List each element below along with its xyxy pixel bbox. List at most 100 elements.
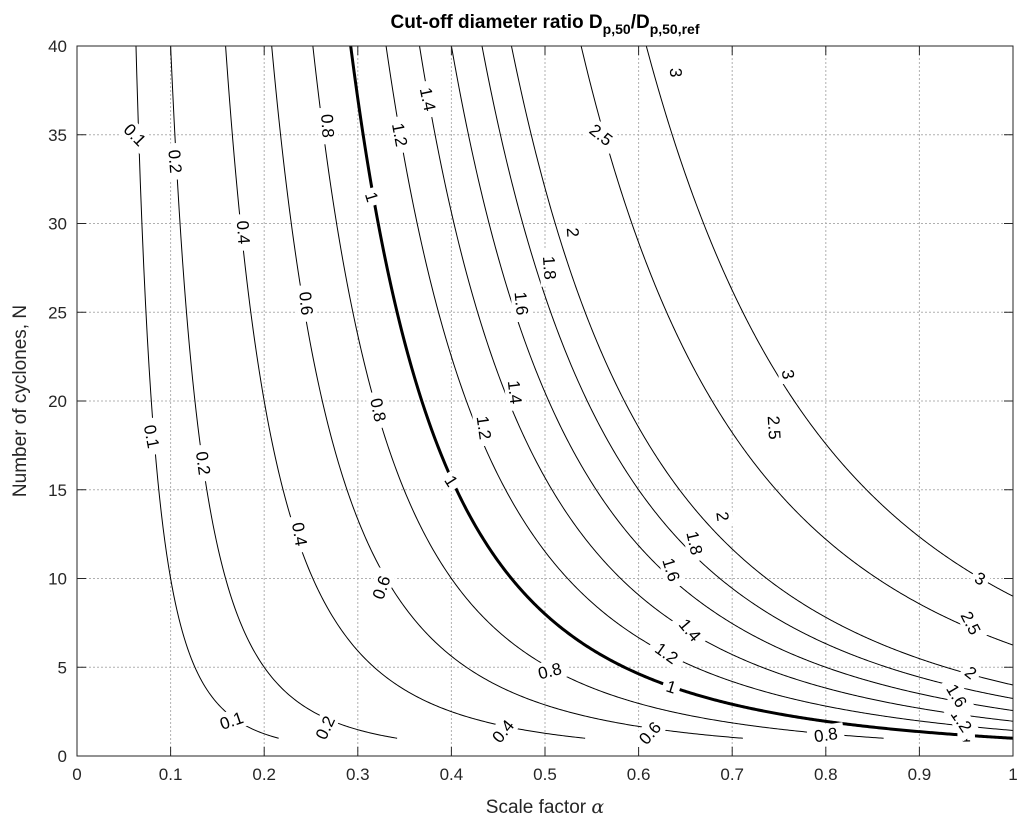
contour-line — [580, 46, 1013, 646]
contour-label-knockout — [294, 284, 319, 323]
contour-label-knockout — [286, 514, 313, 554]
contour-label-knockout — [646, 634, 688, 672]
contour-label-group: 0.1 — [138, 416, 166, 457]
contour-label-knockout — [115, 114, 155, 155]
contour-label: 0.8 — [813, 724, 839, 746]
contour-label-knockout — [943, 699, 980, 742]
axis-ticks: 0 0.1 0.2 0.3 0.4 0.5 0.6 0.7 0.8 0.9 105101520253… — [48, 37, 1018, 784]
x-tick-label: 0.4 — [440, 765, 464, 784]
contour-label-group: 0.6 — [294, 284, 319, 323]
contour-label-group: 0.8 — [806, 722, 846, 748]
contour-label-knockout — [763, 408, 786, 447]
x-tick-label: 0.9 — [908, 765, 932, 784]
contour-label-group: 2 — [711, 506, 734, 527]
y-tick-label: 30 — [48, 215, 67, 234]
contour-label-group: 3 — [665, 63, 687, 82]
contour-line — [135, 46, 279, 739]
contour-label-knockout — [503, 372, 528, 412]
contour-label: 2 — [712, 510, 732, 522]
x-tick-label: 1 — [1008, 765, 1017, 784]
contour-label-knockout — [665, 63, 687, 82]
x-tick-label: 0.7 — [720, 765, 744, 784]
contour-line — [450, 46, 1013, 712]
contour-line — [481, 46, 1013, 699]
contour-label-knockout — [308, 706, 342, 749]
y-tick-label: 25 — [48, 303, 67, 322]
y-tick-label: 20 — [48, 392, 67, 411]
contour-label-knockout — [659, 674, 683, 699]
contour-label-knockout — [471, 408, 497, 448]
contour-label-group: 1.8 — [680, 522, 709, 564]
contour-label-group: 1 — [659, 674, 683, 699]
contour-label: 1.4 — [504, 379, 526, 405]
contour-label-knockout — [232, 213, 255, 252]
x-tick-label: 0 — [72, 765, 81, 784]
contour-label-group: 3 — [777, 364, 800, 385]
x-tick-label: 0.8 — [814, 765, 838, 784]
contour-label-group: 0.8 — [316, 107, 339, 145]
contour-label-knockout — [529, 656, 570, 685]
contour-line — [170, 46, 398, 739]
y-tick-label: 10 — [48, 570, 67, 589]
contour-label-group: 0.4 — [232, 213, 255, 252]
contour-label-knockout — [364, 389, 392, 430]
contour-label: 1.8 — [682, 529, 706, 556]
contour-label-knockout — [680, 522, 709, 564]
contour-label-knockout — [538, 248, 561, 287]
contour-label-knockout — [365, 566, 397, 608]
contour-label: 1.2 — [388, 121, 411, 148]
contour-labels: 0.10.10.10.20.20.20.40.40.40.60.60.60.80… — [115, 63, 993, 754]
contour-label-group: 2 — [562, 222, 584, 242]
contour-label-knockout — [938, 674, 975, 717]
contour-label-group: 0.4 — [286, 514, 313, 554]
contour-label-knockout — [414, 79, 442, 120]
contour-label-group: 0.8 — [529, 656, 570, 685]
y-tick-label: 5 — [58, 658, 67, 677]
contour-line — [225, 46, 586, 739]
contour-label-knockout — [670, 609, 710, 651]
contour-label-knockout — [630, 712, 670, 754]
x-tick-label: 0.2 — [252, 765, 276, 784]
contour-label-group: 0.2 — [163, 142, 187, 181]
x-tick-label: 0.3 — [346, 765, 370, 784]
contour-line — [312, 46, 884, 739]
contour-label-knockout — [191, 443, 216, 483]
contour-label: 0.2 — [192, 450, 214, 476]
y-tick-label: 0 — [58, 747, 67, 766]
contour-label-knockout — [386, 114, 414, 155]
contour-label-knockout — [359, 185, 384, 209]
contour-label-group: 1 — [359, 185, 384, 209]
x-tick-label: 0.6 — [627, 765, 651, 784]
contour-label-knockout — [957, 659, 984, 686]
contour-label: 2 — [563, 227, 583, 238]
contour-label: 2.5 — [764, 415, 784, 440]
y-tick-label: 40 — [48, 37, 67, 56]
contour-label-group: 1 — [438, 468, 465, 494]
contour-label-knockout — [953, 602, 989, 644]
contour-label-knockout — [711, 506, 734, 527]
contour-label: 0.6 — [295, 291, 316, 316]
contour-label-group: 1.8 — [538, 248, 561, 287]
x-tick-label: 0.1 — [159, 765, 183, 784]
contour-label-knockout — [210, 705, 252, 736]
contour-line — [419, 46, 1013, 722]
contour-label-group: 2.5 — [763, 408, 786, 447]
contour-label-knockout — [777, 364, 800, 385]
contour-label-group: 3 — [967, 565, 993, 592]
contour-label-knockout — [483, 710, 523, 752]
contour-label: 3 — [666, 68, 685, 78]
contour-label: 0.2 — [164, 149, 185, 174]
contour-label: 1.4 — [416, 86, 439, 113]
contour-label-group: 1.4 — [503, 372, 528, 412]
contour-line — [510, 46, 1013, 686]
contour-label: 0.8 — [366, 396, 389, 423]
x-tick-label: 0.5 — [533, 765, 557, 784]
contour-label-knockout — [806, 722, 846, 748]
contour-line — [385, 46, 1013, 731]
contour-label-group: 0.8 — [364, 389, 392, 430]
contour-label: 1.2 — [473, 415, 495, 441]
contour-label: 0.4 — [288, 521, 311, 548]
contour-label-group: 1.6 — [509, 284, 534, 323]
